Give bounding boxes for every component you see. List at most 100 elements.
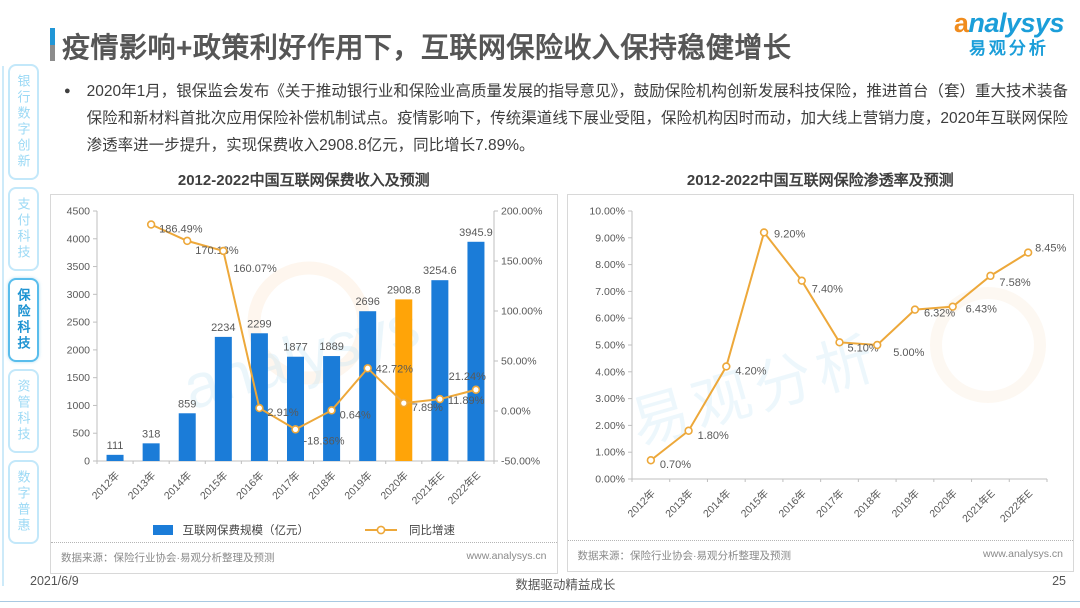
bar-2021年E: [431, 280, 449, 461]
svg-text:4000: 4000: [67, 233, 91, 245]
svg-text:2299: 2299: [247, 318, 271, 330]
svg-text:6.32%: 6.32%: [923, 308, 954, 320]
data-source-note: 数据来源：保险行业协会·易观分析整理及预测: [577, 550, 792, 562]
svg-text:0.00%: 0.00%: [501, 406, 531, 418]
svg-text:2020年: 2020年: [378, 469, 411, 502]
premium-income-chart: analysys05001000150020002500300035004000…: [51, 195, 557, 518]
svg-text:2022年E: 2022年E: [997, 487, 1035, 525]
svg-text:10.00%: 10.00%: [589, 206, 625, 218]
svg-text:2014年: 2014年: [700, 487, 733, 520]
slide-footer: 2021/6/9 数据驱动精益成长 25: [0, 574, 1080, 602]
svg-text:2012年: 2012年: [624, 487, 657, 520]
svg-text:170.13%: 170.13%: [195, 245, 239, 257]
svg-text:859: 859: [178, 398, 196, 410]
svg-text:4.20%: 4.20%: [735, 365, 766, 377]
charts-row: 2012-2022中国互联网保费收入及预测 analysys0500100015…: [50, 166, 1074, 574]
summary-paragraph: 2020年1月，银保监会发布《关于推动银行业和保险业高质量发展的指导意见》，鼓励…: [86, 83, 1068, 154]
svg-text:5.00%: 5.00%: [595, 340, 625, 352]
penetration-chart-block: 2012-2022中国互联网保险渗透率及预测 易观分析 0.00% 1.00% 2.0…: [566, 166, 1074, 574]
svg-text:2012年: 2012年: [89, 469, 122, 502]
analysys-logo: analysys 易观分析: [953, 8, 1065, 59]
svg-text:186.49%: 186.49%: [159, 224, 203, 236]
page-title: 疫情影响+政策利好作用下，互联网保险收入保持稳健增长: [62, 32, 792, 63]
svg-text:2000: 2000: [67, 344, 91, 356]
bar-2019年: [359, 311, 377, 461]
bar-2016年: [250, 333, 268, 461]
premium-income-chart-block: 2012-2022中国互联网保费收入及预测 analysys0500100015…: [50, 166, 558, 574]
svg-text:9.00%: 9.00%: [595, 232, 625, 244]
svg-text:6.00%: 6.00%: [595, 313, 625, 325]
svg-text:2019年: 2019年: [888, 487, 921, 520]
svg-text:0.00%: 0.00%: [595, 474, 625, 486]
svg-text:1877: 1877: [283, 342, 307, 354]
svg-text:0.70%: 0.70%: [659, 459, 690, 471]
premium-chart-panel: analysys05001000150020002500300035004000…: [50, 194, 558, 574]
website-link[interactable]: www.analysys.cn: [983, 548, 1063, 560]
svg-text:3500: 3500: [67, 261, 91, 273]
svg-text:2017年: 2017年: [269, 469, 302, 502]
footer-slogan: 数据驱动精益成长: [515, 578, 616, 592]
svg-text:2019年: 2019年: [342, 469, 375, 502]
svg-text:2020年: 2020年: [926, 487, 959, 520]
footer-date: 2021/6/9: [30, 574, 79, 588]
svg-text:2013年: 2013年: [662, 487, 695, 520]
bar-2012年: [106, 454, 124, 461]
svg-text:1500: 1500: [67, 372, 91, 384]
svg-text:42.72%: 42.72%: [376, 363, 414, 375]
logo-wordmark-en: analysys: [953, 8, 1065, 38]
svg-text:8.45%: 8.45%: [1035, 243, 1066, 255]
svg-text:21.24%: 21.24%: [449, 371, 487, 383]
svg-text:2016年: 2016年: [233, 469, 266, 502]
sidebar-accent-line: [2, 66, 4, 586]
svg-text:2018年: 2018年: [306, 469, 339, 502]
svg-text:4500: 4500: [67, 206, 91, 218]
sidebar-item-asset-mgmt-tech[interactable]: 资管科技: [7, 369, 39, 453]
svg-text:3945.9: 3945.9: [459, 227, 493, 239]
svg-text:1000: 1000: [67, 400, 91, 412]
svg-text:0: 0: [84, 456, 90, 468]
bullet-icon: ●: [64, 85, 71, 97]
svg-text:1889: 1889: [319, 341, 343, 353]
svg-text:318: 318: [142, 428, 160, 440]
svg-text:3254.6: 3254.6: [423, 265, 457, 277]
svg-text:2500: 2500: [67, 317, 91, 329]
svg-text:2015年: 2015年: [738, 487, 771, 520]
bar-2022年E: [467, 241, 485, 461]
bar-2020年: [395, 299, 413, 461]
svg-text:2015年: 2015年: [197, 469, 230, 502]
chapter-sidebar: 银行数字创新 支付科技 保险科技 资管科技 数字普惠: [6, 64, 40, 551]
website-link[interactable]: www.analysys.cn: [466, 550, 547, 562]
svg-text:0.64%: 0.64%: [340, 409, 371, 421]
sidebar-item-bank-digital[interactable]: 银行数字创新: [7, 64, 39, 180]
svg-text:2022年E: 2022年E: [445, 469, 483, 507]
data-source-note: 数据来源：保险行业协会·易观分析整理及预测: [61, 552, 275, 564]
svg-text:-50.00%: -50.00%: [501, 456, 540, 468]
bar-2014年: [178, 413, 196, 461]
bar-2013年: [142, 443, 160, 461]
chart-legend: 互联网保费规模（亿元） 同比增速: [51, 518, 557, 542]
legend-label-line: 同比增速: [409, 525, 455, 537]
svg-text:1.80%: 1.80%: [697, 430, 728, 442]
svg-text:160.07%: 160.07%: [233, 263, 277, 275]
sidebar-item-digital-inclusion[interactable]: 数字普惠: [7, 460, 39, 544]
penetration-chart-panel: 易观分析 0.00% 1.00% 2.00% 3.00% 4.00% 5.00% 6.00% 7…: [566, 194, 1074, 572]
svg-text:11.89%: 11.89%: [448, 395, 485, 407]
svg-text:7.40%: 7.40%: [811, 284, 842, 296]
svg-text:200.00%: 200.00%: [501, 206, 542, 218]
svg-text:2.91%: 2.91%: [267, 407, 298, 419]
svg-text:7.89%: 7.89%: [412, 402, 443, 414]
svg-text:5.00%: 5.00%: [893, 347, 924, 359]
sidebar-item-insurance-tech[interactable]: 保险科技: [7, 278, 39, 362]
legend-label-bar: 互联网保费规模（亿元）: [182, 525, 310, 537]
sidebar-item-payment-tech[interactable]: 支付科技: [7, 187, 39, 271]
svg-text:2018年: 2018年: [851, 487, 884, 520]
title-accent-bar: [50, 28, 55, 61]
bar-2015年: [214, 336, 232, 461]
slide-main: 疫情影响+政策利好作用下，互联网保险收入保持稳健增长 analysys 易观分析…: [48, 0, 1080, 574]
chart-title-premium: 2012-2022中国互联网保费收入及预测: [177, 172, 430, 189]
svg-text:2014年: 2014年: [161, 469, 194, 502]
svg-text:2016年: 2016年: [775, 487, 808, 520]
summary-block: ● 2020年1月，银保监会发布《关于推动银行业和保险业高质量发展的指导意见》，…: [64, 78, 1068, 159]
svg-text:7.58%: 7.58%: [999, 277, 1030, 289]
svg-text:111: 111: [107, 440, 124, 452]
